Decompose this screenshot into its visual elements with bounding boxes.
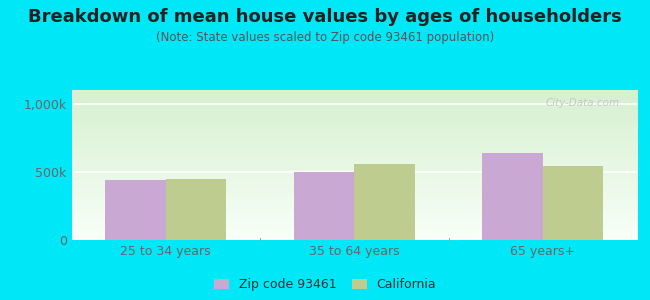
Text: City-Data.com: City-Data.com: [546, 98, 620, 107]
Bar: [105, 180, 166, 240]
Bar: [482, 153, 543, 240]
Bar: [354, 164, 415, 240]
Text: Breakdown of mean house values by ages of householders: Breakdown of mean house values by ages o…: [28, 8, 622, 26]
Text: (Note: State values scaled to Zip code 93461 population): (Note: State values scaled to Zip code 9…: [156, 32, 494, 44]
Legend: Zip code 93461, California: Zip code 93461, California: [211, 276, 439, 294]
Bar: [294, 172, 354, 240]
Bar: [543, 167, 603, 240]
Bar: [166, 178, 226, 240]
